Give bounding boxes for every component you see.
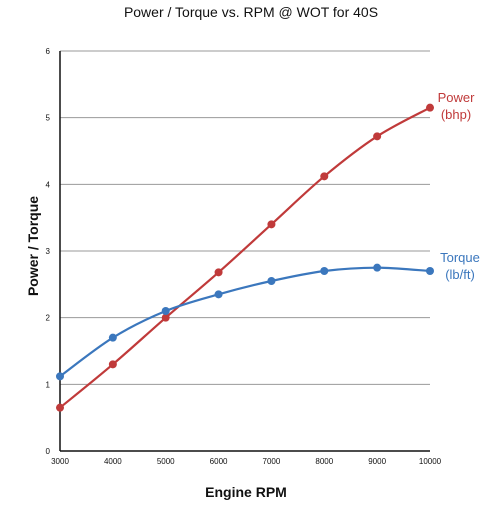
y-tick-label: 1 (46, 380, 51, 389)
y-axis-label: Power / Torque (25, 196, 41, 296)
y-tick-label: 3 (46, 247, 51, 256)
power-data-point (214, 268, 223, 277)
power-data-point (426, 103, 434, 112)
x-tick-label: 10000 (419, 457, 442, 466)
power-data-point (267, 220, 276, 229)
torque-data-point (214, 290, 223, 299)
x-axis-label: Engine RPM (205, 484, 287, 500)
power-series-unit: (bhp) (441, 107, 471, 122)
data-series (56, 103, 434, 412)
x-tick-label: 9000 (368, 457, 386, 466)
torque-data-point (56, 372, 64, 381)
x-tick-label: 4000 (104, 457, 122, 466)
power-data-point (161, 313, 170, 322)
torque-series-name: Torque (440, 250, 480, 265)
torque-data-point (426, 267, 434, 275)
y-tick-label: 6 (46, 47, 51, 56)
x-axis-ticks: 3000 4000 5000 6000 7000 8000 9000 10000 (51, 457, 442, 466)
y-axis-ticks: 0 1 2 3 4 5 6 (46, 47, 51, 456)
torque-data-point (320, 267, 329, 275)
series-labels: Power (bhp) Torque (lb/ft) (438, 90, 480, 282)
y-tick-label: 0 (46, 447, 51, 456)
torque-series-unit: (lb/ft) (445, 267, 475, 282)
power-data-point (108, 360, 117, 369)
torque-data-point (373, 263, 382, 272)
x-tick-label: 6000 (210, 457, 228, 466)
chart-title: Power / Torque vs. RPM @ WOT for 40S (124, 4, 378, 20)
power-data-point (373, 132, 382, 141)
power-data-point (320, 172, 329, 181)
y-tick-label: 5 (46, 114, 51, 123)
x-tick-label: 7000 (263, 457, 281, 466)
axes (59, 51, 430, 452)
x-tick-label: 5000 (157, 457, 175, 466)
torque-data-point (108, 333, 117, 342)
power-series-line (59, 106, 431, 409)
y-tick-label: 2 (46, 314, 51, 323)
torque-series-line (59, 266, 431, 378)
torque-data-point (161, 307, 170, 315)
x-tick-label: 8000 (315, 457, 333, 466)
power-series-name: Power (438, 90, 476, 105)
y-tick-label: 4 (46, 180, 51, 189)
gridlines (60, 50, 430, 385)
torque-data-point (267, 277, 276, 285)
x-tick-label: 3000 (51, 457, 69, 466)
power-data-point (56, 403, 64, 412)
